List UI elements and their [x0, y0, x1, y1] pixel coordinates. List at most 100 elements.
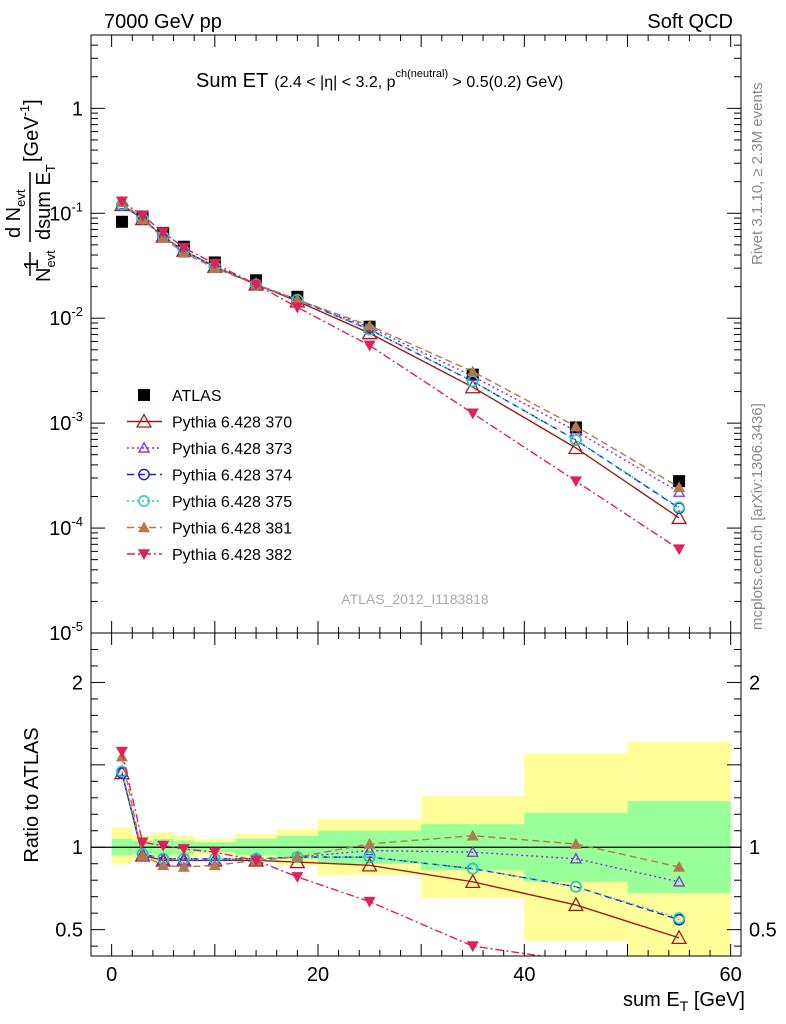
y-tick-label-main: 1 [72, 98, 83, 120]
data-point [363, 340, 376, 352]
ratio-point [673, 971, 685, 982]
x-tick-label: 0 [106, 964, 117, 986]
data-point [569, 476, 582, 488]
legend-label: ATLAS [172, 388, 222, 405]
data-point [673, 501, 685, 514]
y-tick-label-main: 10-5 [49, 619, 83, 645]
legend-marker [137, 441, 151, 453]
ratio-series-5 [115, 746, 685, 982]
legend-marker [138, 549, 150, 560]
y-tick-label-ratio-right: 2 [749, 672, 760, 694]
series-4 [116, 198, 685, 514]
ratio-point [177, 844, 190, 855]
ratio-line [121, 771, 680, 883]
ratio-point [570, 956, 582, 967]
ratio-point [466, 845, 479, 857]
data-point [208, 258, 221, 270]
ratio-point [363, 851, 376, 863]
ylabel-dsum: dsum ET [33, 164, 58, 240]
data-point [136, 210, 149, 222]
legend-entry: Pythia 6.428 382 [127, 547, 292, 564]
ylabel-dn-text: d N [3, 207, 25, 238]
watermark: ATLAS_2012_I1183818 [341, 591, 489, 607]
data-point [673, 544, 686, 556]
ratio-point [208, 859, 221, 871]
legend-label: Pythia 6.428 382 [172, 547, 292, 564]
x-axis-label: sum ET [GeV] [623, 989, 745, 1014]
ylabel-dsum-sub: T [43, 164, 58, 172]
data-point [157, 227, 170, 239]
header-left: 7000 GeV pp [104, 11, 222, 33]
legend-marker [138, 389, 150, 401]
legend: ATLAS Pythia 6.428 370 Pythia 6.428 373 Pyt… [127, 388, 292, 564]
legend-entry: ATLAS [138, 388, 222, 405]
header-right: Soft QCD [647, 11, 733, 33]
data-point [291, 302, 304, 314]
legend-entry: Pythia 6.428 381 [127, 521, 292, 538]
y-tick-label-ratio: 2 [72, 672, 83, 694]
y-tick-label-ratio-right: 0.5 [749, 920, 777, 942]
x-axis-label-unit: [GeV] [688, 989, 745, 1011]
ratio-point [673, 912, 685, 924]
main-series-group [113, 196, 688, 556]
data-point [570, 434, 582, 446]
legend-marker [138, 495, 150, 507]
series-line [121, 200, 680, 550]
ylabel-dsum-text: dsum E [33, 172, 55, 240]
ylabel-unit: [GeV-1] [17, 99, 43, 162]
ratio-point [177, 861, 190, 872]
ratio-point [569, 852, 583, 864]
data-point [671, 509, 688, 525]
ratio-point [291, 851, 304, 862]
ylabel-one: 1 [21, 259, 43, 270]
plot-title-sup: ch(neutral) [396, 68, 449, 80]
series-3 [116, 199, 685, 514]
ratio-point [363, 896, 376, 908]
y-tick-label-ratio: 0.5 [55, 920, 83, 942]
legend-label: Pythia 6.428 374 [172, 468, 292, 485]
ratio-point [570, 880, 582, 893]
legend-label: Pythia 6.428 370 [172, 415, 292, 432]
y-tick-label-main: 10-3 [49, 409, 83, 435]
y-tick-label-ratio-right: 1 [749, 837, 760, 859]
legend-entry: Pythia 6.428 370 [127, 413, 292, 432]
ratio-point [672, 875, 686, 887]
ratio-ylabel: Ratio to ATLAS [21, 727, 43, 862]
legend-marker [135, 413, 153, 428]
x-tick-label: 60 [720, 964, 742, 986]
ratio-frame [90, 632, 742, 957]
main-panel: 1 10-1 10-2 10-3 10-4 10-5 Sum ET (2.4 < |η| <… [3, 34, 742, 645]
ratio-point [157, 859, 170, 871]
ratio-line [121, 751, 547, 956]
ratio-point [464, 873, 481, 889]
ratio-line [121, 756, 680, 868]
data-point [291, 293, 304, 305]
data-point [673, 481, 686, 493]
ratio-point [157, 840, 170, 852]
legend-label: Pythia 6.428 375 [172, 494, 292, 511]
data-point [464, 378, 481, 394]
ratio-point [363, 837, 376, 849]
ratio-point [136, 837, 149, 849]
x-tick-label: 20 [307, 964, 329, 986]
y-tick-label-ratio: 1 [72, 837, 83, 859]
ratio-point [361, 857, 378, 872]
ratio-point [671, 929, 688, 945]
main-frame [90, 34, 742, 634]
data-point [250, 279, 263, 291]
ratio-point [673, 861, 686, 872]
legend-marker [138, 468, 150, 481]
data-point [177, 242, 190, 254]
legend-label: Pythia 6.428 381 [172, 521, 292, 538]
plot-title-main: Sum ET [196, 70, 268, 92]
side-label-mcplots: mcplots.cern.ch [arXiv:1306.3436] [749, 403, 766, 630]
plot-title-tail: > 0.5(0.2) GeV) [448, 74, 563, 91]
data-point [115, 196, 128, 208]
ratio-data-group [91, 741, 741, 982]
ylabel-unit-exp: -1 [17, 105, 32, 117]
ylabel-nevt: Nevt [33, 250, 58, 282]
y-tick-label-main: 10-4 [49, 514, 83, 540]
ratio-point [115, 746, 128, 758]
ratio-panel: 0 20 40 60 2 2 1 1 0.5 0.5 Ratio to ATLAS sum ET … [21, 632, 777, 1014]
